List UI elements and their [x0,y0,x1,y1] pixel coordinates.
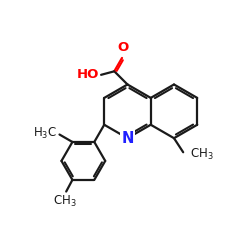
Text: CH$_3$: CH$_3$ [190,147,213,162]
Text: H$_3$C: H$_3$C [33,126,57,141]
Text: O: O [118,42,129,54]
Text: CH$_3$: CH$_3$ [53,194,77,209]
Text: HO: HO [77,68,99,81]
Text: N: N [121,131,134,146]
